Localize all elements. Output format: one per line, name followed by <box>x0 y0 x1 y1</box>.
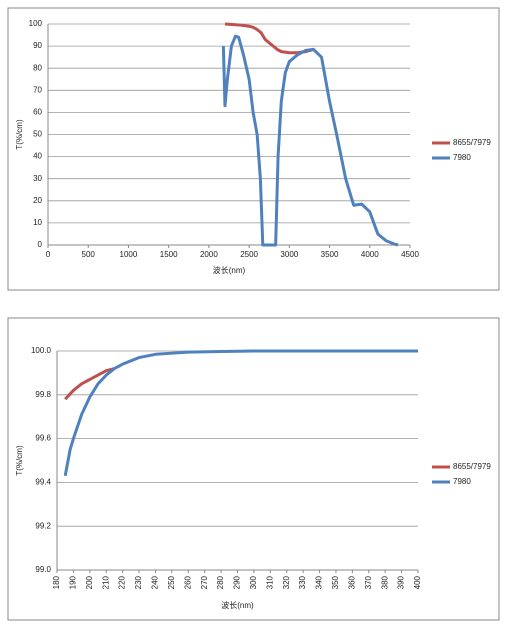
y-tick-label: 99.2 <box>35 521 51 530</box>
x-tick-label: 2000 <box>200 250 218 259</box>
x-tick-label: 4500 <box>401 250 419 259</box>
legend-label: 7980 <box>453 153 471 162</box>
line-series <box>221 34 399 247</box>
x-tick-label: 0 <box>46 250 51 259</box>
x-tick-label: 340 <box>315 575 324 589</box>
y-tick-label: 10 <box>33 218 42 227</box>
legend-label: 8655/7979 <box>453 462 491 471</box>
x-tick-label: 270 <box>200 575 209 589</box>
y-tick-label: 100 <box>29 19 43 28</box>
x-tick-label: 390 <box>397 575 406 589</box>
y-tick-label: 60 <box>33 108 42 117</box>
y-tick-label: 20 <box>33 196 42 205</box>
chart-frame <box>7 317 500 621</box>
y-tick-label: 99.6 <box>35 434 51 443</box>
x-tick-label: 180 <box>52 575 61 589</box>
x-tick-label: 190 <box>69 575 78 589</box>
legend-label: 7980 <box>453 477 471 486</box>
x-tick-label: 280 <box>216 575 225 589</box>
y-tick-label: 0 <box>38 240 43 249</box>
legend-label: 8655/7979 <box>453 138 491 147</box>
x-tick-label: 240 <box>151 575 160 589</box>
x-tick-label: 380 <box>380 575 389 589</box>
x-tick-label: 500 <box>82 250 96 259</box>
x-tick-label: 230 <box>134 575 143 589</box>
x-tick-label: 310 <box>265 575 274 589</box>
y-tick-label: 80 <box>33 63 42 72</box>
x-axis-label: 波长(nm) <box>213 265 246 275</box>
x-tick-label: 330 <box>298 575 307 589</box>
chart-frame <box>7 7 500 291</box>
line-series <box>63 349 418 477</box>
y-tick-label: 70 <box>33 85 42 94</box>
x-tick-label: 260 <box>183 575 192 589</box>
y-tick-label: 50 <box>33 130 42 139</box>
x-tick-label: 290 <box>233 575 242 589</box>
x-tick-label: 1000 <box>120 250 138 259</box>
y-tick-label: 40 <box>33 152 42 161</box>
y-tick-label: 99.0 <box>35 565 51 574</box>
line-series <box>224 22 314 55</box>
y-tick-label: 99.4 <box>35 478 51 487</box>
y-axis-label: T(%/cm) <box>15 445 24 476</box>
x-tick-label: 250 <box>167 575 176 589</box>
line-series <box>64 367 115 401</box>
y-tick-label: 100.0 <box>31 346 52 355</box>
y-tick-label: 99.8 <box>35 390 51 399</box>
x-tick-label: 360 <box>347 575 356 589</box>
x-tick-label: 3500 <box>321 250 339 259</box>
x-tick-label: 300 <box>249 575 258 589</box>
y-tick-label: 90 <box>33 41 42 50</box>
x-tick-label: 210 <box>101 575 110 589</box>
x-tick-label: 220 <box>118 575 127 589</box>
x-tick-label: 370 <box>364 575 373 589</box>
y-axis-label: T(%/cm) <box>15 119 24 150</box>
x-tick-label: 1500 <box>160 250 178 259</box>
x-tick-label: 320 <box>282 575 291 589</box>
x-tick-label: 3000 <box>280 250 298 259</box>
x-axis-label: 波长(nm) <box>221 600 254 610</box>
y-tick-label: 30 <box>33 174 42 183</box>
x-tick-label: 4000 <box>361 250 379 259</box>
x-tick-label: 350 <box>331 575 340 589</box>
x-tick-label: 400 <box>413 575 422 589</box>
x-tick-label: 2500 <box>240 250 258 259</box>
x-tick-label: 200 <box>85 575 94 589</box>
